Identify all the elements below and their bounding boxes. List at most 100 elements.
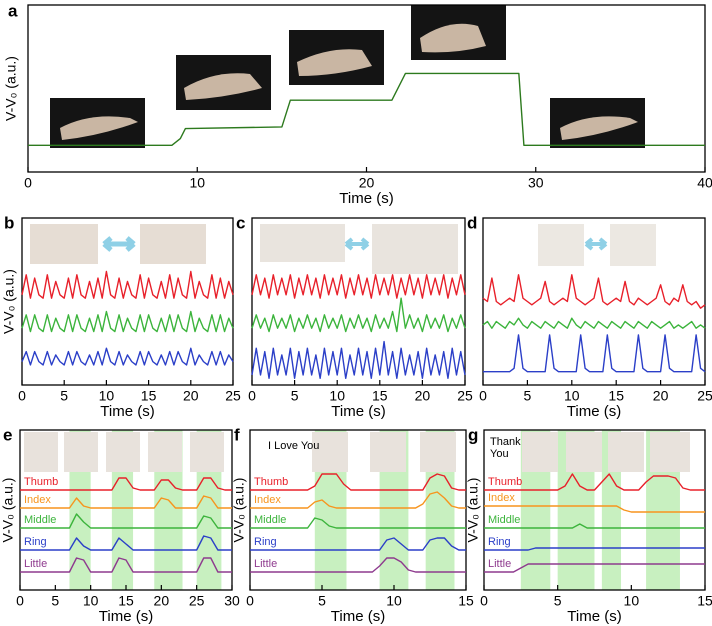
series-line: [484, 547, 705, 551]
x-tick-label: 20: [183, 388, 199, 404]
series-label: Thumb: [488, 476, 522, 488]
x-tick-label: 25: [225, 388, 241, 404]
panel-content: 0 5 10 15 20 25 30 Time (s) V-V₀ (a.u.) e Thumb Ind…: [0, 425, 240, 624]
plot-frame: [482, 217, 706, 386]
x-tick-label: 10: [386, 593, 402, 609]
photo: [64, 432, 98, 472]
photo: [148, 432, 182, 472]
panel-label: e: [3, 425, 12, 444]
series-line: [251, 340, 466, 380]
series-line: [484, 473, 705, 491]
hand: [184, 73, 262, 100]
panel-label: g: [468, 425, 478, 444]
series-line: [20, 557, 232, 573]
annotation: Thank You: [490, 436, 521, 460]
series-label: Ring: [488, 536, 511, 548]
x-tick-label: 0: [479, 388, 487, 404]
series-label: Thumb: [254, 476, 288, 488]
series-label: Middle: [254, 514, 286, 526]
x-tick-label: 40: [697, 175, 712, 191]
plot-frame: [483, 429, 706, 591]
y-axis-title: V-V₀ (a.u.): [1, 269, 17, 334]
photo: [650, 432, 690, 472]
x-axis-title: Time (s): [331, 608, 385, 625]
series-line: [250, 537, 466, 551]
x-tick-label: 0: [480, 593, 488, 609]
photo: [610, 224, 656, 266]
x-tick-label: 0: [16, 593, 24, 609]
series-line: [483, 334, 706, 373]
photo: [190, 432, 224, 472]
series-line: [20, 513, 232, 529]
x-tick-label: 15: [372, 388, 388, 404]
series-line: [251, 297, 466, 333]
series-line: [482, 274, 706, 309]
photo: [260, 224, 345, 262]
x-tick-label: 15: [697, 593, 712, 609]
series-line: [250, 557, 466, 573]
x-tick-label: 20: [359, 175, 375, 191]
x-tick-label: 30: [224, 593, 240, 609]
series-label: Index: [254, 494, 281, 506]
panel-label: d: [467, 213, 477, 232]
x-tick-label: 5: [60, 388, 68, 404]
hand: [60, 116, 138, 140]
x-tick-label: 5: [51, 593, 59, 609]
photo: [140, 224, 206, 264]
x-tick-label: 20: [653, 388, 669, 404]
series-line: [20, 535, 232, 551]
plot-frame: [249, 429, 467, 591]
photo: [30, 224, 98, 264]
series-line: [21, 310, 234, 333]
x-tick-label: 20: [154, 593, 170, 609]
photo: [522, 432, 558, 472]
x-axis-title: Time (s): [339, 190, 393, 207]
series-label: Middle: [24, 514, 56, 526]
x-tick-label: 5: [318, 593, 326, 609]
series-line: [20, 477, 232, 491]
x-tick-label: 15: [608, 388, 624, 404]
panel-content: 0 10 20 30 40 Time (s) V-V₀ (a.u.) a: [3, 1, 712, 206]
photo: [106, 432, 140, 472]
photos: [24, 5, 690, 472]
photo: [538, 224, 584, 266]
series-label: Index: [488, 492, 515, 504]
y-axis-title: V-V₀ (a.u.): [231, 478, 247, 543]
series-line: [250, 517, 466, 529]
x-tick-label: 10: [624, 593, 640, 609]
series-line: [484, 505, 705, 513]
panel-label: b: [4, 213, 14, 232]
photo: [370, 432, 406, 472]
x-axis-title: Time (s): [567, 403, 621, 420]
photo: [372, 224, 458, 274]
photo: [312, 432, 348, 472]
series-label: Index: [24, 494, 51, 506]
series-label: Little: [488, 558, 511, 570]
x-tick-label: 0: [24, 175, 32, 191]
arrow: [344, 237, 370, 251]
series-label: Middle: [488, 514, 520, 526]
series-label: Little: [254, 558, 277, 570]
series-line: [21, 270, 234, 299]
x-axis-title: Time (s): [567, 608, 621, 625]
x-tick-label: 0: [18, 388, 26, 404]
series-label: Thumb: [24, 476, 58, 488]
x-axis-title: Time (s): [99, 608, 153, 625]
x-tick-label: 15: [118, 593, 134, 609]
photo: [24, 432, 58, 472]
panel-label: c: [236, 213, 245, 232]
hand: [560, 116, 638, 140]
x-tick-label: 20: [415, 388, 431, 404]
x-tick-label: 15: [141, 388, 157, 404]
x-tick-label: 10: [564, 388, 580, 404]
x-tick-label: 5: [524, 388, 532, 404]
series-line: [28, 72, 705, 146]
x-axis-title: Time (s): [100, 403, 154, 420]
y-axis-title: V-V₀ (a.u.): [0, 478, 16, 543]
panel-label: a: [8, 1, 18, 20]
x-axis-title: Time (s): [331, 403, 385, 420]
hand: [420, 23, 486, 53]
panel-label: f: [234, 425, 240, 444]
